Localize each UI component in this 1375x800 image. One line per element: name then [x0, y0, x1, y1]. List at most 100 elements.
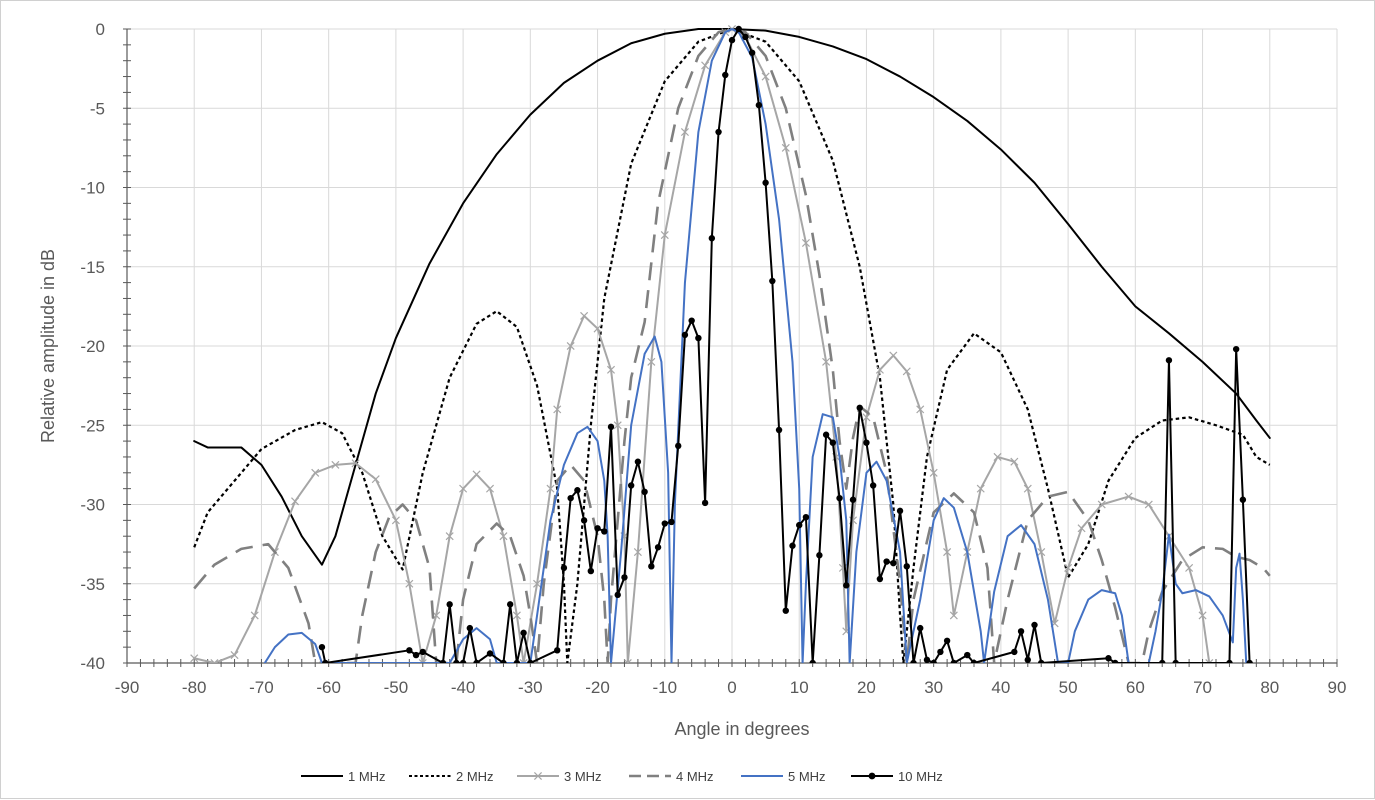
x-axis-title: Angle in degrees	[674, 719, 809, 739]
y-tick-label: -40	[80, 654, 105, 673]
data-point	[613, 421, 622, 430]
x-tick-label: 60	[1126, 678, 1145, 697]
data-point	[883, 558, 890, 565]
data-point	[681, 331, 689, 339]
x-tick-label: 20	[857, 678, 876, 697]
data-point	[802, 513, 810, 521]
data-point	[623, 658, 632, 663]
legend-label: 4 MHz	[676, 769, 714, 784]
data-point	[459, 659, 467, 663]
data-point	[680, 128, 689, 137]
data-point	[1226, 659, 1233, 663]
data-point	[1024, 656, 1031, 663]
data-point	[1159, 659, 1166, 663]
data-point	[291, 497, 300, 506]
data-point	[580, 517, 588, 524]
data-point	[633, 548, 642, 557]
data-point	[1246, 659, 1253, 663]
data-point	[762, 179, 769, 186]
data-point	[513, 659, 521, 663]
x-tick-label: 40	[991, 678, 1010, 697]
legend-item: 4 MHz	[629, 769, 714, 784]
data-point	[466, 624, 474, 632]
legend-item: 1 MHz	[301, 769, 386, 784]
data-point	[1037, 548, 1046, 557]
data-point	[976, 484, 985, 493]
data-point	[675, 442, 682, 450]
data-point	[829, 439, 837, 446]
data-point	[660, 231, 669, 240]
data-point	[439, 659, 447, 663]
data-point	[614, 591, 621, 599]
x-tick-label: -10	[652, 678, 677, 697]
data-point	[351, 459, 360, 468]
x-tick-label: -80	[182, 678, 207, 697]
data-point	[580, 311, 589, 320]
data-point	[473, 659, 480, 663]
data-point	[512, 611, 521, 620]
data-point	[506, 601, 514, 608]
data-point	[331, 460, 340, 469]
data-point	[890, 559, 897, 567]
data-point	[519, 658, 528, 663]
data-point	[391, 516, 400, 525]
plot-area	[190, 24, 1271, 663]
legend-item: 3 MHz	[517, 769, 602, 784]
data-point	[546, 484, 555, 493]
data-point	[782, 607, 789, 614]
x-tick-label: 90	[1328, 678, 1347, 697]
data-point	[560, 564, 568, 572]
data-point	[587, 567, 595, 575]
data-point	[836, 494, 843, 502]
data-point	[190, 654, 199, 663]
data-point	[822, 431, 830, 438]
series-line	[193, 28, 1271, 566]
y-tick-label: -15	[80, 258, 105, 277]
data-point	[916, 405, 925, 414]
data-point	[1105, 655, 1112, 662]
data-point	[318, 643, 326, 651]
data-point	[929, 468, 938, 477]
y-tick-label: -10	[80, 179, 105, 198]
data-point	[902, 367, 911, 376]
data-point	[923, 656, 931, 663]
data-point	[459, 484, 468, 493]
data-point	[937, 648, 944, 656]
y-tick-label: -35	[80, 575, 105, 594]
data-point	[1232, 345, 1240, 353]
y-tick-label: -25	[80, 416, 105, 435]
data-point	[1011, 648, 1018, 656]
data-point	[485, 484, 495, 493]
data-point	[849, 496, 857, 503]
data-point	[661, 520, 668, 527]
data-point	[896, 507, 904, 515]
data-point	[1111, 659, 1119, 663]
data-point	[722, 71, 729, 79]
data-point	[322, 659, 329, 663]
data-point	[695, 334, 702, 342]
data-point	[1023, 484, 1032, 493]
data-point	[210, 658, 219, 663]
data-point	[917, 624, 924, 632]
x-tick-label: -30	[518, 678, 543, 697]
x-tick-label: 70	[1193, 678, 1212, 697]
data-point	[688, 317, 695, 324]
x-tick-label: -90	[115, 678, 140, 697]
data-point	[889, 351, 898, 360]
data-point	[412, 651, 420, 659]
data-point	[1198, 611, 1207, 620]
data-point	[789, 542, 796, 549]
data-point	[701, 499, 709, 507]
data-point	[1097, 500, 1106, 509]
data-point	[910, 659, 917, 663]
data-point	[970, 659, 978, 663]
data-point	[701, 61, 710, 70]
legend-item: 10 MHz	[851, 769, 943, 784]
data-point	[472, 470, 481, 479]
data-point	[641, 488, 648, 496]
data-point	[554, 647, 561, 654]
data-point	[761, 72, 770, 81]
data-point	[567, 494, 574, 502]
data-point	[930, 659, 937, 663]
